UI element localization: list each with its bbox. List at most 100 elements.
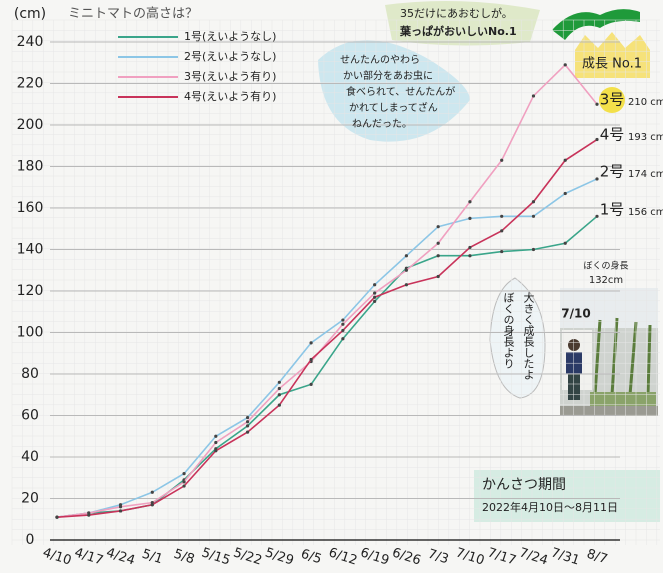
data-point <box>87 513 91 517</box>
x-tick-label: 8/7 <box>585 547 610 568</box>
data-point <box>214 449 218 453</box>
x-tick-label: 7/3 <box>426 547 451 568</box>
y-tick-label: 80 <box>21 366 39 382</box>
crown <box>575 32 650 78</box>
y-tick-label: 40 <box>21 449 39 465</box>
crown-label: 成長 No.1 <box>582 57 642 72</box>
caterpillar-note: 35だけにあおむしが。 <box>400 6 513 20</box>
data-point <box>468 245 472 250</box>
data-point <box>500 249 504 254</box>
data-point <box>245 420 250 424</box>
data-point <box>500 214 504 218</box>
data-point <box>214 440 218 445</box>
caterpillar-note: 葉っぱがおいしいNo.1 <box>399 24 517 38</box>
chart-title: ミニトマトの高さは？ <box>68 6 198 22</box>
series-line <box>56 178 598 518</box>
data-point <box>404 254 409 258</box>
legend-label: 2号(えいようなし) <box>184 50 276 63</box>
series-line <box>56 63 598 518</box>
data-point <box>404 283 409 287</box>
period-box <box>474 470 660 522</box>
data-point <box>55 515 59 519</box>
data-point <box>245 424 250 428</box>
data-point <box>150 503 154 507</box>
y-tick-label: 60 <box>21 408 39 424</box>
data-point <box>563 158 567 162</box>
data-point <box>373 283 377 287</box>
data-point <box>468 254 472 258</box>
series-end-name: 4号 <box>600 126 625 144</box>
data-point <box>595 137 599 142</box>
y-tick-label: 220 <box>17 76 44 92</box>
data-point <box>373 295 377 299</box>
data-point <box>468 200 472 204</box>
data-point <box>436 274 440 279</box>
y-tick-label: 240 <box>17 34 44 50</box>
height-value: 132cm <box>589 275 623 286</box>
data-point <box>341 318 345 322</box>
data-point <box>436 254 440 258</box>
value-label: 210 cm <box>628 97 663 108</box>
legend-label: 3号(えいよう有り) <box>184 69 276 83</box>
y-tick-label: 160 <box>17 200 44 216</box>
value-label: 193 cm <box>628 132 663 143</box>
series-end-name: 1号 <box>600 201 625 219</box>
data-point <box>182 480 186 484</box>
data-point <box>182 484 186 488</box>
leaf-note-bg <box>318 40 470 142</box>
x-tick-label: 6/5 <box>299 547 324 568</box>
data-point <box>531 200 536 204</box>
x-tick-label: 5/8 <box>172 547 197 568</box>
caterpillar-note-bg <box>385 1 540 46</box>
data-point <box>277 386 281 391</box>
period-title: かんさつ期間 <box>482 477 566 493</box>
data-point <box>341 337 345 341</box>
data-point <box>341 322 345 326</box>
x-tick-label: 5/1 <box>140 547 165 568</box>
y-tick-label: 120 <box>17 283 44 299</box>
value-label: 174 cm <box>628 169 663 180</box>
y-tick-label: 20 <box>21 491 39 507</box>
period: 2022年4月10日〜8月11日 <box>482 500 618 514</box>
data-point <box>500 229 504 233</box>
data-point <box>309 357 313 362</box>
growth-note: ぼくの身長より <box>502 292 515 369</box>
data-point <box>563 241 567 245</box>
data-point <box>214 434 218 438</box>
leaf-note: ねんだった。 <box>352 118 412 130</box>
height-note: ぼくの身長 <box>583 260 628 272</box>
data-point <box>277 380 281 384</box>
data-point <box>531 94 536 98</box>
data-point <box>595 102 599 106</box>
data-point <box>309 382 313 386</box>
caterpillar <box>552 9 640 40</box>
highlight-circle <box>599 87 625 113</box>
y-tick-label: 180 <box>17 159 44 175</box>
leaf-note: かい部分をあお虫に <box>343 69 433 82</box>
legend-label: 4号(えいよう有り) <box>184 89 276 103</box>
data-point <box>245 415 250 420</box>
data-point <box>468 216 472 220</box>
data-point <box>531 214 536 218</box>
y-unit: (cm) <box>14 6 46 22</box>
data-point <box>277 393 281 397</box>
data-point <box>436 241 440 245</box>
photo-date: 7/10 <box>561 307 590 321</box>
data-point <box>436 225 440 229</box>
data-point <box>404 268 409 272</box>
y-tick-label: 100 <box>17 325 44 341</box>
y-tick-label: 0 <box>26 532 35 548</box>
data-point <box>118 509 123 513</box>
series-end-name: 3号 <box>600 91 625 109</box>
data-point <box>150 490 154 494</box>
data-point <box>118 505 123 509</box>
series-line <box>56 138 598 518</box>
data-point <box>563 191 567 196</box>
y-tick-label: 200 <box>17 117 44 133</box>
data-point <box>531 247 536 252</box>
data-point <box>182 472 186 476</box>
data-point <box>563 63 567 67</box>
value-label: 156 cm <box>628 207 663 218</box>
leaf-note: せんたんのやわら <box>340 54 420 66</box>
